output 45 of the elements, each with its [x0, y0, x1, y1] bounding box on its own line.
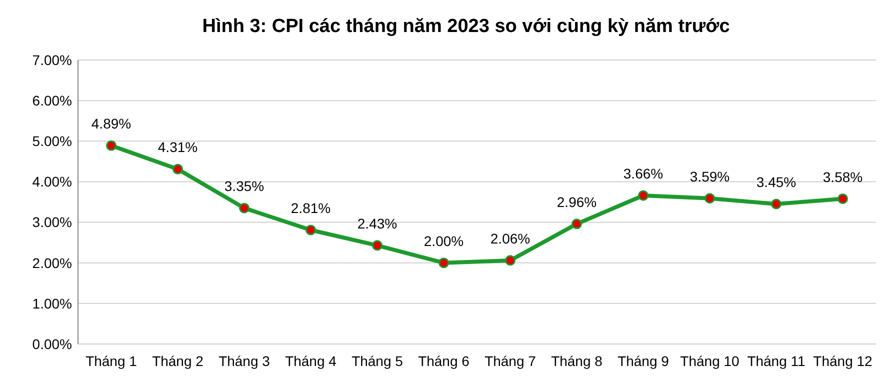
y-tick-label: 2.00% — [32, 254, 72, 271]
point — [106, 140, 116, 151]
chart-title: Hình 3: CPI các tháng năm 2023 so với cùng kỳ năm trước — [202, 16, 730, 37]
y-tick-label: 4.00% — [32, 174, 72, 190]
y-tick-label: 0.00% — [32, 336, 72, 352]
x-tick-label: Tháng 4 — [285, 353, 337, 369]
point — [572, 218, 582, 230]
data-label: 3.66% — [623, 166, 664, 182]
x-tick-label: Tháng 6 — [418, 353, 470, 369]
x-tick-label: Tháng 2 — [152, 353, 204, 369]
x-tick-label: Tháng 9 — [618, 353, 670, 369]
y-tick-label: 1.00% — [32, 295, 72, 312]
point — [239, 202, 250, 214]
x-tick-label: Tháng 10 — [680, 353, 740, 369]
x-tick-label: Tháng 1 — [86, 353, 138, 369]
x-tick-label: Tháng 8 — [551, 353, 603, 369]
x-tick-label: Tháng 12 — [813, 353, 873, 369]
x-tick-label: Tháng 5 — [352, 353, 404, 369]
x-tick-label: Tháng 11 — [747, 353, 806, 369]
x-tick-label: Tháng 3 — [218, 353, 270, 369]
data-label: 2.00% — [424, 232, 464, 249]
data-label: 3.45% — [756, 174, 796, 190]
data-label: 3.59% — [690, 168, 730, 184]
y-tick-label: 6.00% — [32, 92, 72, 108]
point — [505, 255, 516, 266]
point — [838, 194, 848, 204]
point — [771, 198, 782, 210]
y-tick-label: 7.00% — [32, 52, 72, 68]
y-tick-label: 3.00% — [32, 214, 72, 230]
point — [306, 224, 316, 236]
data-label: 2.81% — [290, 200, 331, 216]
data-label: 4.31% — [158, 139, 198, 156]
data-label: 2.96% — [556, 194, 597, 210]
data-label: 3.35% — [224, 178, 264, 194]
data-label: 2.06% — [490, 230, 530, 246]
data-label: 2.43% — [357, 215, 398, 232]
point — [172, 164, 183, 174]
data-label: 3.58% — [822, 168, 863, 185]
data-label: 4.89% — [91, 116, 132, 132]
x-tick-label: Tháng 7 — [484, 353, 536, 369]
y-tick-label: 5.00% — [32, 133, 72, 150]
point — [438, 258, 449, 268]
point — [704, 193, 715, 204]
point — [638, 190, 648, 201]
point — [372, 240, 382, 251]
